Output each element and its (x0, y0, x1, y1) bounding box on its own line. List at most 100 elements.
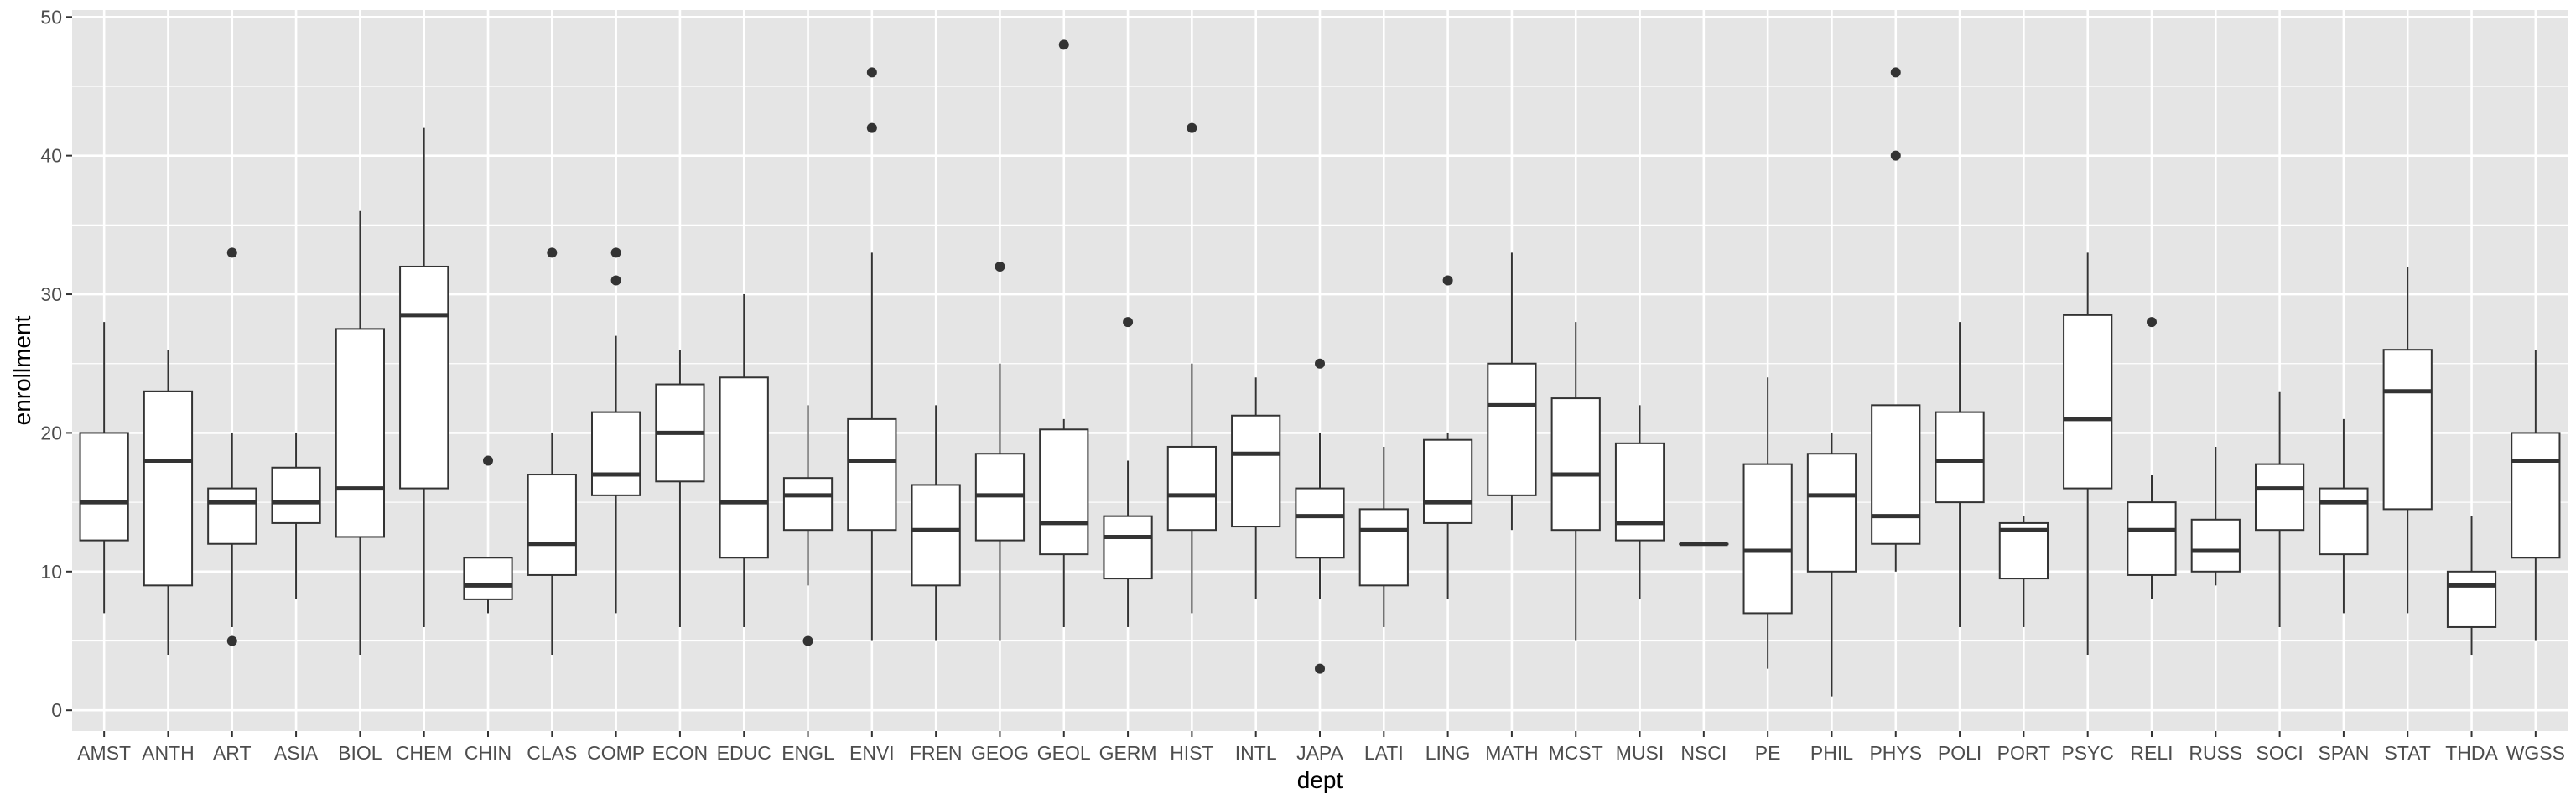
outlier-point (610, 247, 621, 258)
box-body (1614, 442, 1665, 542)
outlier-point (610, 275, 621, 286)
outlier-point (226, 247, 237, 258)
x-tick-label: CHEM (396, 742, 453, 764)
box-body (1998, 521, 2049, 580)
outlier-point (1123, 317, 1134, 328)
box-japa (1295, 358, 1345, 674)
box-germ (1103, 317, 1153, 627)
box-geog (974, 261, 1026, 641)
y-tick-label: 40 (40, 145, 62, 167)
box-geol (1039, 39, 1089, 627)
box-body (2063, 314, 2113, 490)
x-tick-label: AMST (77, 742, 131, 764)
box-russ (2190, 446, 2241, 586)
box-body (1295, 487, 1345, 559)
x-tick-label: JAPA (1296, 742, 1343, 764)
box-biol (335, 210, 385, 656)
box-body (782, 477, 834, 532)
box-body (1871, 404, 1921, 545)
outlier-point (995, 261, 1005, 272)
box-comp (591, 247, 641, 614)
x-axis: AMST ANTH ART ASIA BIOL CHEM CHIN CLAS COMP ECON E… (77, 731, 2565, 764)
box-body (719, 376, 769, 559)
y-tick-label: 20 (40, 422, 62, 443)
x-tick-label: EDUC (717, 742, 771, 764)
box-body (1742, 463, 1793, 615)
box-body (335, 328, 385, 538)
outlier-point (1442, 275, 1453, 286)
outlier-point (1187, 122, 1197, 133)
box-body (2511, 432, 2561, 559)
box-pe (1742, 377, 1793, 669)
box-body (1358, 508, 1409, 587)
box-body (399, 265, 449, 490)
outlier-point (866, 122, 877, 133)
box-musi (1614, 405, 1665, 599)
boxes (79, 39, 2561, 697)
box-phys (1871, 67, 1921, 572)
x-tick-label: RELI (2130, 742, 2173, 764)
x-tick-label: GERM (1099, 742, 1157, 764)
x-tick-label: GEOG (971, 742, 1029, 764)
box-lati (1358, 446, 1409, 627)
box-body (1935, 411, 1985, 504)
box-amst (79, 322, 129, 614)
box-math (1487, 252, 1537, 531)
box-body (1550, 397, 1601, 532)
box-body (463, 557, 513, 600)
x-tick-label: MCST (1549, 742, 1603, 764)
box-engl (782, 405, 834, 646)
box-body (527, 474, 577, 576)
x-tick-label: GEOL (1037, 742, 1091, 764)
box-body (2319, 487, 2369, 556)
outlier-point (226, 635, 237, 646)
box-body (143, 390, 194, 587)
outlier-point (547, 247, 558, 258)
x-tick-label: FREN (910, 742, 963, 764)
outlier-point (483, 455, 493, 466)
box-body (1423, 438, 1473, 524)
box-body (1039, 428, 1089, 556)
y-tick-label: 50 (40, 6, 62, 28)
y-tick-label: 0 (51, 699, 62, 721)
x-tick-label: NSCI (1680, 742, 1727, 764)
y-tick-label: 30 (40, 283, 62, 305)
box-ling (1423, 275, 1473, 599)
box-body (207, 487, 257, 545)
outlier-point (1890, 67, 1901, 78)
box-clas (527, 247, 577, 656)
box-chin (463, 455, 513, 614)
box-thda (2446, 516, 2497, 656)
y-tick-label: 10 (40, 561, 62, 583)
box-body (911, 484, 961, 587)
box-body (1806, 453, 1857, 573)
x-tick-label: WGSS (2506, 742, 2565, 764)
x-tick-label: PHIL (1810, 742, 1853, 764)
box-hist (1166, 122, 1218, 614)
box-psyc (2063, 252, 2113, 656)
box-port (1998, 516, 2049, 627)
x-tick-label: PSYC (2061, 742, 2114, 764)
x-tick-label: MATH (1485, 742, 1538, 764)
box-body (2255, 463, 2305, 532)
box-envi (847, 67, 897, 641)
box-anth (143, 350, 194, 656)
outlier-point (1890, 150, 1901, 161)
x-tick-label: SPAN (2318, 742, 2369, 764)
x-tick-label: THDA (2445, 742, 2498, 764)
box-poli (1935, 322, 1985, 627)
outlier-point (1315, 663, 1325, 674)
x-tick-label: STAT (2385, 742, 2431, 764)
box-body (1231, 414, 1281, 528)
box-intl (1231, 377, 1281, 599)
box-span (2319, 418, 2369, 614)
y-axis-title: enrollment (9, 315, 35, 425)
x-tick-label: CLAS (527, 742, 577, 764)
box-nsci (1679, 542, 1729, 547)
box-stat (2382, 266, 2433, 614)
box-body (2190, 518, 2241, 573)
x-tick-label: PORT (1997, 742, 2050, 764)
x-tick-label: HIST (1170, 742, 1213, 764)
box-body (2382, 349, 2433, 511)
